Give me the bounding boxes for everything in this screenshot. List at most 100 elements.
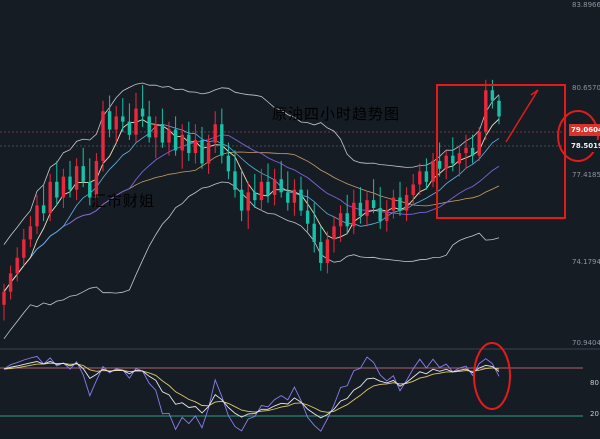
candle-body bbox=[424, 171, 429, 182]
candle-body bbox=[371, 200, 376, 208]
oscillator-panel bbox=[0, 355, 583, 432]
candle-body bbox=[451, 155, 455, 164]
candle-body bbox=[457, 153, 462, 164]
candle-body bbox=[497, 100, 501, 117]
candle-body bbox=[55, 181, 59, 198]
candle-body bbox=[319, 242, 323, 263]
candle-body bbox=[272, 179, 277, 195]
candle-body bbox=[246, 192, 250, 211]
candle-body bbox=[101, 111, 105, 161]
candle-body bbox=[167, 129, 171, 143]
candle-body bbox=[2, 291, 6, 305]
candle-body bbox=[391, 197, 396, 211]
price-tick-3: 77.4185 bbox=[572, 171, 600, 179]
candle-body bbox=[378, 207, 382, 222]
candle-body bbox=[299, 189, 303, 211]
candle-body bbox=[266, 181, 270, 195]
candle-body bbox=[431, 160, 435, 182]
bollinger-lower-line bbox=[3, 181, 500, 340]
bollinger-upper-line bbox=[3, 82, 500, 245]
candle-body bbox=[286, 192, 290, 203]
annotations bbox=[436, 84, 599, 410]
price-tick-1: 83.8966 bbox=[572, 1, 600, 9]
candle-body bbox=[233, 171, 237, 190]
candle-body bbox=[312, 223, 316, 243]
candle-body bbox=[490, 90, 495, 101]
candle-body bbox=[226, 155, 231, 172]
candle-body bbox=[345, 213, 349, 227]
candle-body bbox=[411, 184, 415, 195]
candles[interactable] bbox=[2, 79, 501, 321]
ma-mid-line bbox=[3, 123, 500, 292]
ma-slow-line bbox=[3, 134, 500, 292]
candle-body bbox=[220, 124, 224, 156]
candle-body bbox=[121, 116, 125, 122]
candle-body bbox=[213, 124, 217, 143]
price-circle bbox=[557, 110, 599, 162]
candle-body bbox=[292, 189, 297, 203]
candle-body bbox=[147, 116, 151, 138]
candle-body bbox=[74, 166, 79, 190]
candle-body bbox=[134, 108, 138, 135]
candle-body bbox=[253, 192, 257, 201]
candle-body bbox=[365, 200, 369, 216]
oscillator-circle bbox=[473, 342, 511, 410]
candle-body bbox=[305, 210, 310, 224]
candle-body bbox=[28, 226, 33, 240]
candle-body bbox=[187, 134, 191, 154]
candle-body bbox=[352, 202, 356, 227]
candle-body bbox=[325, 239, 330, 263]
candle-body bbox=[464, 147, 468, 154]
chart-title: 原油四小时趋势图 bbox=[272, 105, 401, 123]
candle-body bbox=[127, 121, 132, 135]
candle-body bbox=[107, 111, 112, 130]
prev-price-badge: 78.5019 bbox=[569, 140, 600, 152]
candle-body bbox=[180, 134, 184, 151]
candle-body bbox=[279, 179, 283, 193]
candle-body bbox=[41, 205, 46, 214]
candle-body bbox=[444, 155, 448, 169]
candle-body bbox=[173, 129, 178, 151]
candle-body bbox=[338, 213, 343, 227]
trend-arrow-head bbox=[530, 89, 539, 96]
bollinger-bands bbox=[3, 82, 500, 340]
candle-body bbox=[332, 226, 336, 240]
highlight-box bbox=[436, 84, 566, 219]
watermark-text: 汇市财姐 bbox=[91, 192, 156, 210]
chart-grid bbox=[0, 131, 600, 350]
stoch-k-line bbox=[3, 360, 500, 419]
ma-fast-line bbox=[3, 118, 500, 292]
candle-body bbox=[437, 160, 442, 169]
candle-body bbox=[22, 239, 26, 258]
candle-body bbox=[15, 257, 19, 274]
candle-body bbox=[470, 147, 475, 156]
candle-body bbox=[35, 205, 39, 227]
candle-body bbox=[160, 124, 165, 143]
osc-level-20: 20 bbox=[590, 410, 599, 418]
candle-body bbox=[206, 142, 211, 164]
candle-body bbox=[61, 176, 66, 198]
candle-body bbox=[398, 197, 402, 211]
candle-body bbox=[68, 176, 72, 190]
moving-average-lines bbox=[3, 118, 500, 292]
candle-body bbox=[239, 189, 244, 211]
candle-body bbox=[48, 181, 52, 214]
candle-body bbox=[8, 273, 13, 292]
candle-body bbox=[140, 108, 145, 117]
osc-level-80: 80 bbox=[590, 379, 599, 387]
candle-body bbox=[154, 124, 158, 138]
candle-body bbox=[484, 90, 488, 133]
candle-body bbox=[114, 116, 118, 130]
price-tick-2: 80.6570 bbox=[572, 84, 600, 92]
price-tick-5: 70.9404 bbox=[572, 339, 600, 347]
last-price-badge: 79.0604 bbox=[569, 124, 600, 136]
candle-body bbox=[404, 194, 409, 211]
stoch-d-line bbox=[3, 362, 500, 413]
price-tick-4: 74.1794 bbox=[572, 258, 600, 266]
stoch-j-line bbox=[3, 355, 500, 432]
candle-body bbox=[477, 132, 481, 156]
candle-body bbox=[88, 181, 92, 198]
candle-body bbox=[94, 160, 99, 198]
